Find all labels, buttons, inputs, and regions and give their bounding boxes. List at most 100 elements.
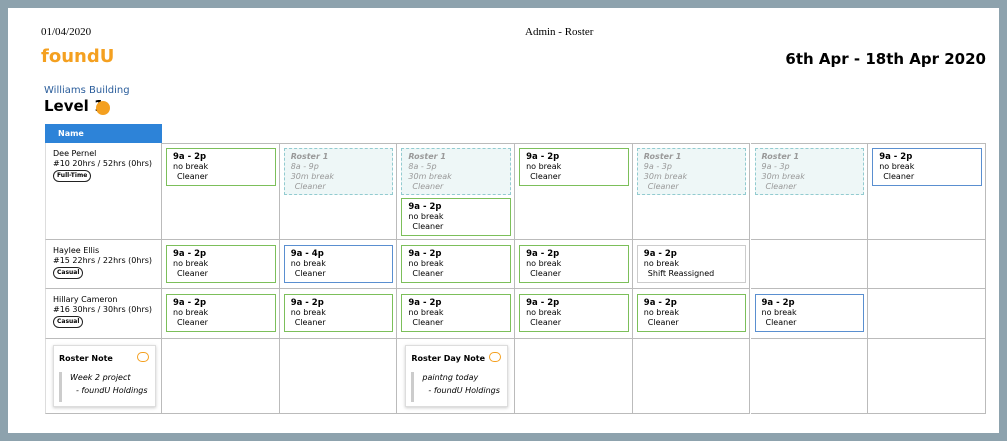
day-cell [868, 143, 986, 240]
roster-label: Roster 1 [408, 152, 446, 161]
shift-time: 9a - 2p [408, 202, 442, 212]
shift-role: Cleaner [765, 318, 797, 327]
shift[interactable]: 9a - 2p no break Cleaner [401, 245, 512, 283]
day-cell [279, 143, 398, 240]
day-cell [279, 339, 398, 414]
employee-name: Haylee Ellis [53, 246, 100, 255]
shift-role: Shift Reassigned [647, 269, 715, 278]
roster-label: Roster 1 [761, 152, 800, 161]
shift-time: 9a - 2p [173, 298, 207, 308]
note-title: Roster Day Note [411, 354, 486, 363]
note-icon [489, 352, 502, 362]
shift[interactable]: 9a - 2p no break Cleaner [636, 294, 747, 332]
note-text: Week 2 project [70, 373, 131, 382]
shift[interactable]: 9a - 2p no break Cleaner [283, 294, 394, 332]
day-cell [515, 289, 633, 339]
shift-role: Cleaner [412, 269, 444, 278]
shift[interactable]: 9a - 2p no break Cleaner [401, 198, 512, 236]
shift-time: 8a - 5p [408, 162, 437, 171]
shift-break: 30m break [761, 172, 805, 181]
shift[interactable]: 9a - 2p no break Cleaner [401, 294, 512, 332]
employee: Haylee Ellis #15 22hrs / 22hrs (0hrs) Casu… [53, 246, 152, 279]
shift-break: 30m break [643, 172, 688, 181]
shift[interactable]: 9a - 2p no break Cleaner [166, 148, 276, 186]
shift[interactable]: 9a - 4p no break Cleaner [283, 245, 394, 283]
day-cell [515, 240, 633, 289]
employee: Dee Pernel #10 20hrs / 52hrs (0hrs) Full-T… [53, 149, 152, 182]
shift-time: 9a - 4p [290, 249, 324, 259]
shift[interactable]: Roster 1 8a - 5p 30m break Cleaner [401, 148, 512, 195]
shift-time: 9a - 2p [408, 249, 442, 259]
shift[interactable]: Roster 1 9a - 3p 30m break Cleaner [754, 148, 865, 195]
shift-time: 9a - 2p [408, 298, 442, 308]
note[interactable]: Roster Day Note paintng today - foundU Hol… [405, 345, 509, 407]
shift-time: 9a - 2p [526, 298, 560, 308]
shift-time: 9a - 2p [879, 152, 913, 162]
shift[interactable]: 9a - 2p no break Cleaner [519, 245, 629, 283]
shift-break: no break [526, 259, 562, 268]
shift-role: Cleaner [412, 182, 444, 191]
shift[interactable]: 9a - 2p no break Cleaner [754, 294, 865, 332]
shift-break: no break [526, 162, 562, 171]
shift-time: 9a - 2p [526, 249, 560, 259]
day-cell [515, 339, 633, 414]
note[interactable]: Roster Note Week 2 project - foundU Holdin… [53, 345, 156, 407]
shift[interactable]: 9a - 2p no break Shift Reassigned [636, 245, 747, 283]
shift-role: Cleaner [294, 269, 326, 278]
day-cell [632, 240, 751, 289]
day-cell [279, 289, 398, 339]
shift[interactable]: Roster 1 8a - 9p 30m break Cleaner [283, 148, 394, 195]
shift-role: Cleaner [765, 182, 797, 191]
shift-break: no break [879, 162, 915, 171]
shift-role: Cleaner [647, 318, 679, 327]
name-cell [45, 289, 162, 339]
day-cell [162, 240, 280, 289]
shift-time: 9a - 2p [173, 152, 207, 162]
note-bar [411, 372, 415, 402]
shift-time: 9a - 2p [643, 298, 677, 308]
shift-role: Cleaner [883, 172, 915, 181]
shift-time: 9a - 2p [290, 298, 324, 308]
shift-break: no break [526, 308, 562, 317]
employee-hours: #10 20hrs / 52hrs (0hrs) [53, 159, 153, 168]
employee-name: Dee Pernel [53, 149, 97, 158]
employee: Hillary Cameron #16 30hrs / 30hrs (0hrs) C… [53, 295, 152, 328]
shift-break: no break [643, 308, 679, 317]
day-cell [868, 289, 986, 339]
shift-break: no break [173, 308, 209, 317]
shift-break: no break [408, 308, 444, 317]
note-bar [59, 372, 62, 402]
shift-time: 9a - 2p [643, 249, 677, 259]
shift[interactable]: 9a - 2p no break Cleaner [519, 294, 629, 332]
chat-icon[interactable] [96, 101, 110, 115]
shift-role: Cleaner [177, 318, 208, 327]
shift[interactable]: 9a - 2p no break Cleaner [872, 148, 982, 186]
shift[interactable]: Roster 1 9a - 3p 30m break Cleaner [636, 148, 747, 195]
shift-break: no break [290, 259, 326, 268]
level: Level 1 [44, 97, 105, 115]
name-header: Name [45, 124, 162, 143]
shift[interactable]: 9a - 2p no break Cleaner [166, 245, 276, 283]
day-cell [397, 339, 516, 414]
date: 01/04/2020 [41, 26, 92, 38]
day-cell [162, 143, 280, 240]
day-cell [632, 339, 751, 414]
shift-role: Cleaner [530, 269, 562, 278]
shift-break: 30m break [408, 172, 452, 181]
shift-time: 9a - 3p [643, 162, 672, 171]
day-cell [868, 339, 986, 414]
shift-time: 9a - 3p [761, 162, 790, 171]
shift-break: no break [643, 259, 679, 268]
shift-role: Cleaner [177, 269, 208, 278]
employee-hours: #16 30hrs / 30hrs (0hrs) [53, 305, 153, 314]
note-author: - foundU Holdings [428, 386, 500, 395]
page-title: Admin - Roster [525, 26, 594, 38]
employment-badge: Full-Time [53, 170, 92, 182]
shift-break: no break [173, 162, 209, 171]
day-cell [632, 143, 751, 240]
day-cell [632, 289, 751, 339]
note-icon [137, 352, 149, 362]
shift[interactable]: 9a - 2p no break Cleaner [519, 148, 629, 186]
shift[interactable]: 9a - 2p no break Cleaner [166, 294, 276, 332]
